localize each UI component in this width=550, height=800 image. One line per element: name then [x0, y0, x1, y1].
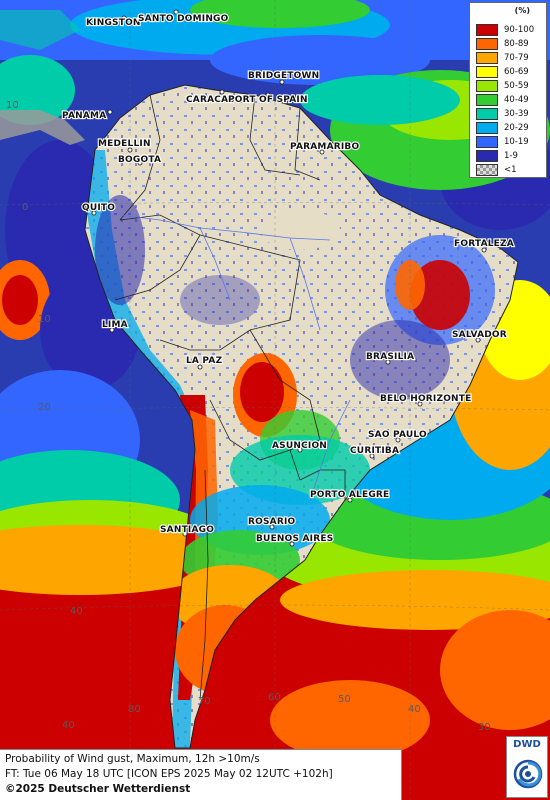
- city-label-bogota: BOGOTA: [118, 155, 161, 165]
- legend-item: 40-49: [476, 93, 529, 106]
- legend-swatch: [476, 37, 498, 50]
- grid-label: 70: [198, 696, 211, 707]
- legend-item: 20-29: [476, 121, 529, 134]
- legend-item: 30-39: [476, 107, 529, 120]
- legend-swatch: [476, 149, 498, 162]
- city-label-santo-domingo: SANTO DOMINGO: [138, 14, 229, 24]
- legend-swatch: [476, 79, 498, 92]
- legend-label: 1-9: [504, 150, 518, 161]
- city-label-panama: PANAMA: [62, 111, 106, 121]
- grid-label: 60: [268, 692, 281, 703]
- legend-label: 80-89: [504, 38, 529, 49]
- city-label-kingston: KINGSTON: [86, 18, 141, 28]
- legend-label: 60-69: [504, 66, 529, 77]
- grid-label: 20: [38, 402, 51, 413]
- city-labels: KINGSTON SANTO DOMINGO BRIDGETOWN PANAMA…: [61, 13, 515, 545]
- grey-areas: [0, 10, 85, 145]
- city-label-paramaribo: PARAMARIBO: [290, 142, 359, 152]
- city-label-la-paz: LA PAZ: [186, 356, 223, 366]
- grid-label: 10: [38, 314, 51, 325]
- city-markers: [91, 9, 487, 547]
- legend-label: 40-49: [504, 94, 529, 105]
- rivers: [119, 214, 351, 501]
- legend-title: (%): [514, 6, 530, 15]
- legend-item: 80-89: [476, 37, 529, 50]
- city-label-salvador: SALVADOR: [452, 330, 507, 340]
- legend-label: 70-79: [504, 52, 529, 63]
- info-forecast-time: FT: Tue 06 May 18 UTC [ICON EPS 2025 May…: [5, 768, 333, 780]
- legend-swatch: [476, 135, 498, 148]
- city-label-curitiba: CURITIBA: [350, 446, 399, 456]
- city-label-buenos-aires: BUENOS AIRES: [256, 534, 333, 544]
- legend-item: 90-100: [476, 23, 534, 36]
- dwd-logo-text: DWD: [513, 739, 541, 750]
- grid-label: 40: [70, 606, 83, 617]
- legend-swatch: [476, 163, 498, 176]
- legend-item: 60-69: [476, 65, 529, 78]
- city-label-lima: LIMA: [102, 320, 128, 330]
- legend-label: 10-19: [504, 136, 529, 147]
- grid-label: 10: [6, 100, 19, 111]
- legend-item: <1: [476, 163, 517, 176]
- legend-item: 1-9: [476, 149, 518, 162]
- legend-swatch: [476, 93, 498, 106]
- city-label-port-of-spain: PORT OF SPAIN: [228, 95, 308, 105]
- info-copyright: ©2025 Deutscher Wetterdienst: [5, 783, 191, 795]
- city-label-quito: QUITO: [82, 203, 115, 213]
- legend-item: 50-59: [476, 79, 529, 92]
- legend-swatch: [476, 107, 498, 120]
- city-label-belo-horizonte: BELO HORIZONTE: [380, 394, 471, 404]
- legend-label: 20-29: [504, 122, 529, 133]
- legend-swatch: [476, 121, 498, 134]
- dwd-logo: DWD: [506, 736, 548, 798]
- legend-swatch: [476, 51, 498, 64]
- city-label-caracas: CARACAS: [186, 95, 235, 105]
- city-label-bridgetown: BRIDGETOWN: [248, 71, 319, 81]
- legend: (%) 90-100 80-89 70-79 60-69 50-59 40-49…: [469, 2, 547, 178]
- info-parameter: Probability of Wind gust, Maximum, 12h >…: [5, 753, 260, 765]
- legend-item: 10-19: [476, 135, 529, 148]
- city-label-santiago: SANTIAGO: [160, 525, 214, 535]
- grid-label: 40: [62, 720, 75, 731]
- grid-label: 40: [408, 704, 421, 715]
- city-label-porto-alegre: PORTO ALEGRE: [310, 490, 389, 500]
- city-label-medellin: MEDELLIN: [98, 139, 151, 149]
- borders: [84, 84, 519, 749]
- legend-label: 50-59: [504, 80, 529, 91]
- city-label-rosario: ROSARIO: [248, 517, 296, 527]
- info-panel: Probability of Wind gust, Maximum, 12h >…: [0, 749, 402, 800]
- grid-label: 30: [478, 722, 491, 733]
- dwd-swirl-icon: [513, 759, 543, 789]
- city-label-fortaleza: FORTALEZA: [454, 239, 514, 249]
- legend-label: 30-39: [504, 108, 529, 119]
- grid-label: 50: [338, 694, 351, 705]
- grid-label: 0: [22, 202, 28, 213]
- legend-swatch: [476, 65, 498, 78]
- city-label-asuncion: ASUNCION: [272, 441, 327, 451]
- legend-item: 70-79: [476, 51, 529, 64]
- legend-label: 90-100: [504, 24, 535, 35]
- city-label-brasilia: BRASILIA: [366, 352, 414, 362]
- grid-labels: 10 0 10 20 40 70 60 50 40 30 40 80: [6, 100, 491, 733]
- legend-label: <1: [504, 164, 517, 175]
- legend-swatch: [476, 23, 498, 36]
- city-label-sao-paulo: SAO PAULO: [368, 430, 427, 440]
- grid-label: 80: [128, 704, 141, 715]
